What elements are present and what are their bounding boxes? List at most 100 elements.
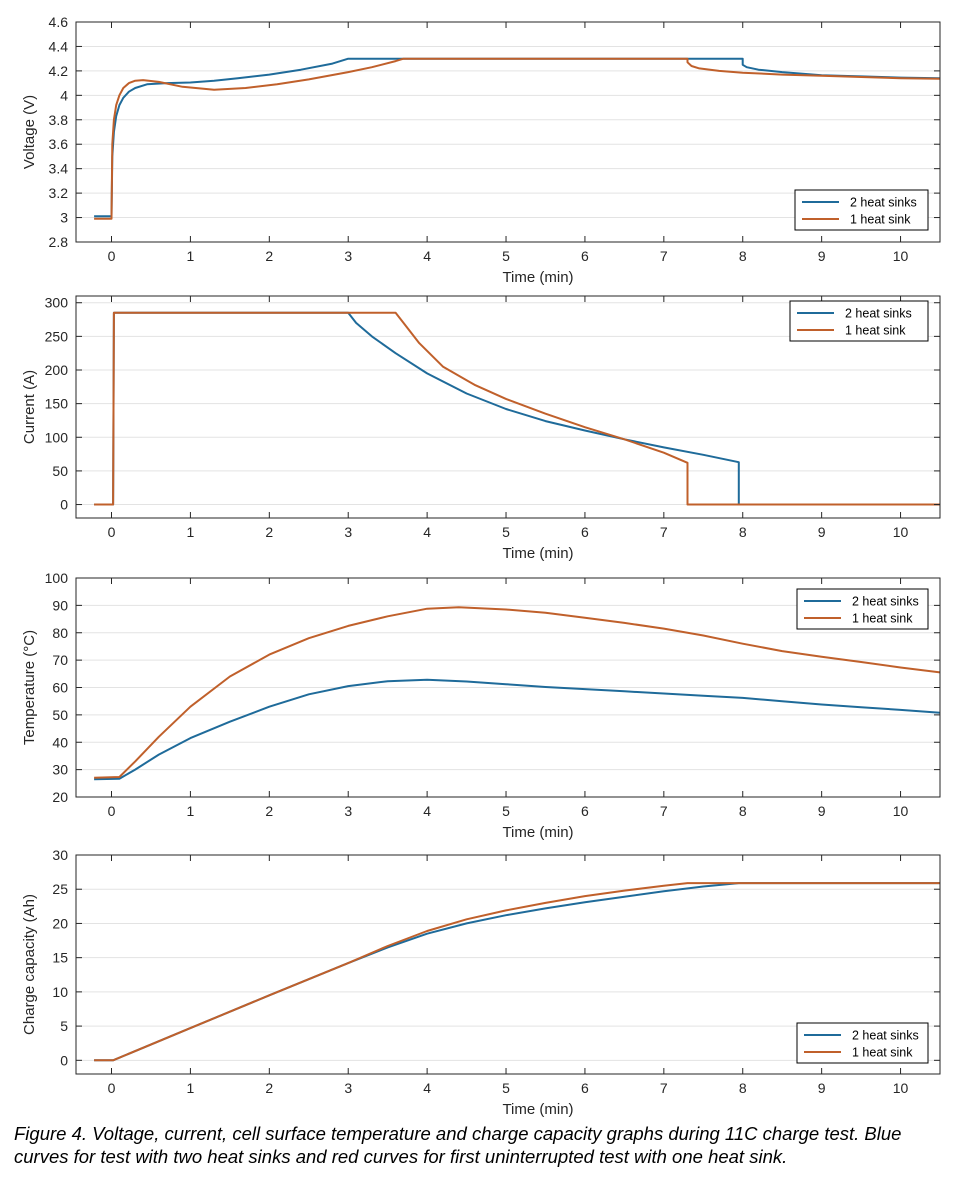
y-tick-label: 150 xyxy=(45,396,69,412)
legend-label-two-heat-sinks: 2 heat sinks xyxy=(852,1029,919,1043)
y-tick-label: 15 xyxy=(52,950,68,966)
x-tick-label: 2 xyxy=(265,803,273,819)
y-tick-label: 0 xyxy=(60,1052,68,1068)
series-line-two-heat-sinks xyxy=(94,678,941,781)
x-tick-label: 8 xyxy=(739,803,747,819)
x-tick-label: 6 xyxy=(581,803,589,819)
x-tick-label: 3 xyxy=(344,524,352,540)
x-tick-label: 10 xyxy=(893,1080,909,1096)
x-tick-label: 1 xyxy=(187,803,195,819)
y-tick-label: 4 xyxy=(60,87,68,103)
y-tick-label: 3.6 xyxy=(49,136,69,152)
legend-label-two-heat-sinks: 2 heat sinks xyxy=(845,307,912,321)
axes-box xyxy=(75,21,941,243)
y-tick-label: 70 xyxy=(52,652,68,668)
legend-box xyxy=(794,189,929,231)
y-tick-label: 3.2 xyxy=(49,185,69,201)
x-tick-label: 3 xyxy=(344,803,352,819)
x-tick-label: 9 xyxy=(818,803,826,819)
x-tick-label: 6 xyxy=(581,1080,589,1096)
x-tick-label: 0 xyxy=(108,524,116,540)
x-tick-label: 5 xyxy=(502,524,510,540)
legend-box xyxy=(796,588,929,630)
x-tick-label: 9 xyxy=(818,248,826,264)
legend-label-two-heat-sinks: 2 heat sinks xyxy=(850,196,917,210)
x-tick-label: 0 xyxy=(108,248,116,264)
x-axis-title: Time (min) xyxy=(502,545,573,562)
x-tick-label: 8 xyxy=(739,524,747,540)
y-tick-label: 0 xyxy=(60,497,68,513)
y-tick-label: 30 xyxy=(52,847,68,863)
legend-label-one-heat-sink: 1 heat sink xyxy=(850,213,911,227)
y-tick-label: 20 xyxy=(52,915,68,931)
x-tick-label: 10 xyxy=(893,524,909,540)
y-tick-label: 80 xyxy=(52,625,68,641)
y-tick-label: 30 xyxy=(52,762,68,778)
series-line-one-heat-sink xyxy=(94,57,941,220)
x-tick-label: 9 xyxy=(818,1080,826,1096)
x-tick-label: 8 xyxy=(739,1080,747,1096)
charts-canvas: 0 1 2 3 4 5 6 7 8 9 102.833.23.43.63.844.24.44.6Ti… xyxy=(21,14,941,1118)
axes-box xyxy=(75,854,941,1075)
legend-box xyxy=(796,1022,929,1064)
y-tick-label: 50 xyxy=(52,707,68,723)
legend-label-one-heat-sink: 1 heat sink xyxy=(852,612,913,626)
y-axis-title: Temperature (°C) xyxy=(21,630,38,745)
y-tick-label: 100 xyxy=(45,429,69,445)
x-tick-label: 1 xyxy=(187,524,195,540)
y-tick-label: 100 xyxy=(45,570,69,586)
y-tick-label: 50 xyxy=(52,463,68,479)
y-tick-label: 4.4 xyxy=(49,38,69,54)
legend-label-one-heat-sink: 1 heat sink xyxy=(852,1046,913,1060)
x-tick-label: 9 xyxy=(818,524,826,540)
y-tick-label: 40 xyxy=(52,734,68,750)
x-tick-label: 2 xyxy=(265,1080,273,1096)
y-tick-label: 3 xyxy=(60,210,68,226)
y-tick-label: 60 xyxy=(52,680,68,696)
x-tick-label: 2 xyxy=(265,248,273,264)
x-tick-label: 0 xyxy=(108,1080,116,1096)
series-line-two-heat-sinks xyxy=(94,311,940,506)
x-tick-label: 10 xyxy=(893,803,909,819)
x-tick-label: 3 xyxy=(344,248,352,264)
x-axis-title: Time (min) xyxy=(502,1101,573,1118)
x-tick-label: 1 xyxy=(187,248,195,264)
x-tick-label: 4 xyxy=(423,1080,431,1096)
x-tick-label: 4 xyxy=(423,803,431,819)
y-tick-label: 4.2 xyxy=(49,63,69,79)
x-axis-title: Time (min) xyxy=(502,269,573,286)
legend-label-one-heat-sink: 1 heat sink xyxy=(845,324,906,338)
series-line-two-heat-sinks xyxy=(94,57,941,218)
axes-box xyxy=(75,295,941,519)
y-tick-label: 3.8 xyxy=(49,112,69,128)
x-tick-label: 3 xyxy=(344,1080,352,1096)
y-axis-title: Voltage (V) xyxy=(21,95,38,169)
legend-box xyxy=(789,300,929,342)
figure: 0 1 2 3 4 5 6 7 8 9 10 2.8 3 3.2 3.4 3.6 3.8 4 4.2 4.4 4.6 Ti… xyxy=(21,14,941,1118)
x-tick-label: 8 xyxy=(739,248,747,264)
x-tick-label: 7 xyxy=(660,524,668,540)
figure-caption: Figure 4. Voltage, current, cell surface… xyxy=(14,1123,902,1167)
x-tick-label: 1 xyxy=(187,1080,195,1096)
series-line-one-heat-sink xyxy=(94,606,941,779)
x-axis-title: Time (min) xyxy=(502,824,573,841)
y-tick-label: 250 xyxy=(45,328,69,344)
x-tick-label: 5 xyxy=(502,1080,510,1096)
y-tick-label: 300 xyxy=(45,295,69,311)
series-line-one-heat-sink xyxy=(94,311,940,506)
y-tick-label: 3.4 xyxy=(49,161,69,177)
y-tick-label: 90 xyxy=(52,597,68,613)
x-tick-label: 4 xyxy=(423,524,431,540)
x-tick-label: 4 xyxy=(423,248,431,264)
legend-label-two-heat-sinks: 2 heat sinks xyxy=(852,595,919,609)
x-tick-label: 7 xyxy=(660,248,668,264)
x-tick-label: 7 xyxy=(660,803,668,819)
x-tick-label: 6 xyxy=(581,524,589,540)
x-tick-label: 0 xyxy=(108,803,116,819)
y-tick-label: 20 xyxy=(52,789,68,805)
y-tick-label: 5 xyxy=(60,1018,68,1034)
x-tick-label: 7 xyxy=(660,1080,668,1096)
y-tick-label: 200 xyxy=(45,362,69,378)
series-line-one-heat-sink xyxy=(94,882,940,1062)
y-axis-title: Current (A) xyxy=(21,370,38,444)
